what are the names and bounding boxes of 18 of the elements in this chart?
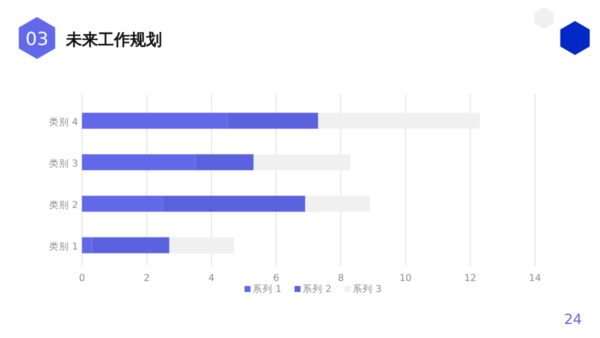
x-tick-label: 14 (528, 273, 542, 284)
y-tick-label: 类别 4 (48, 116, 78, 128)
x-tick-label: 4 (208, 273, 214, 284)
y-tick-label: 类别 3 (48, 157, 78, 170)
legend-label: 系列 3 (352, 283, 382, 295)
x-tick-label: 12 (464, 273, 476, 284)
y-tick-label: 类别 2 (48, 198, 78, 211)
text: 24 (564, 312, 582, 328)
y-tick-label: 类别 1 (48, 240, 78, 252)
chart-title: 未来工作规划 (65, 30, 162, 49)
x-tick-label: 6 (273, 273, 280, 284)
legend-label: 系列 1 (252, 283, 282, 295)
legend-label: 系列 2 (302, 283, 332, 295)
x-tick-label: 2 (144, 273, 150, 284)
x-tick-label: 0 (78, 273, 86, 284)
text: 03 (26, 29, 48, 50)
x-tick-label: 8 (338, 273, 344, 284)
x-tick-label: 10 (400, 273, 412, 284)
